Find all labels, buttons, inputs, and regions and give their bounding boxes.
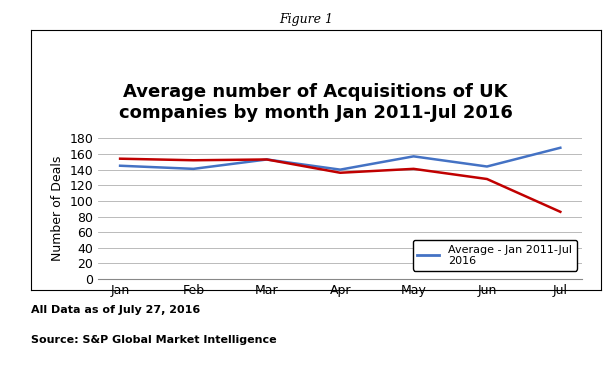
Text: Source: S&P Global Market Intelligence: Source: S&P Global Market Intelligence — [31, 335, 276, 345]
Text: All Data as of July 27, 2016: All Data as of July 27, 2016 — [31, 305, 200, 315]
Text: Figure 1: Figure 1 — [280, 13, 333, 26]
Y-axis label: Number of Deals: Number of Deals — [51, 156, 64, 262]
Text: Average number of Acquisitions of UK
companies by month Jan 2011-Jul 2016: Average number of Acquisitions of UK com… — [119, 83, 512, 122]
Legend: Average - Jan 2011-Jul
2016: Average - Jan 2011-Jul 2016 — [413, 240, 577, 271]
